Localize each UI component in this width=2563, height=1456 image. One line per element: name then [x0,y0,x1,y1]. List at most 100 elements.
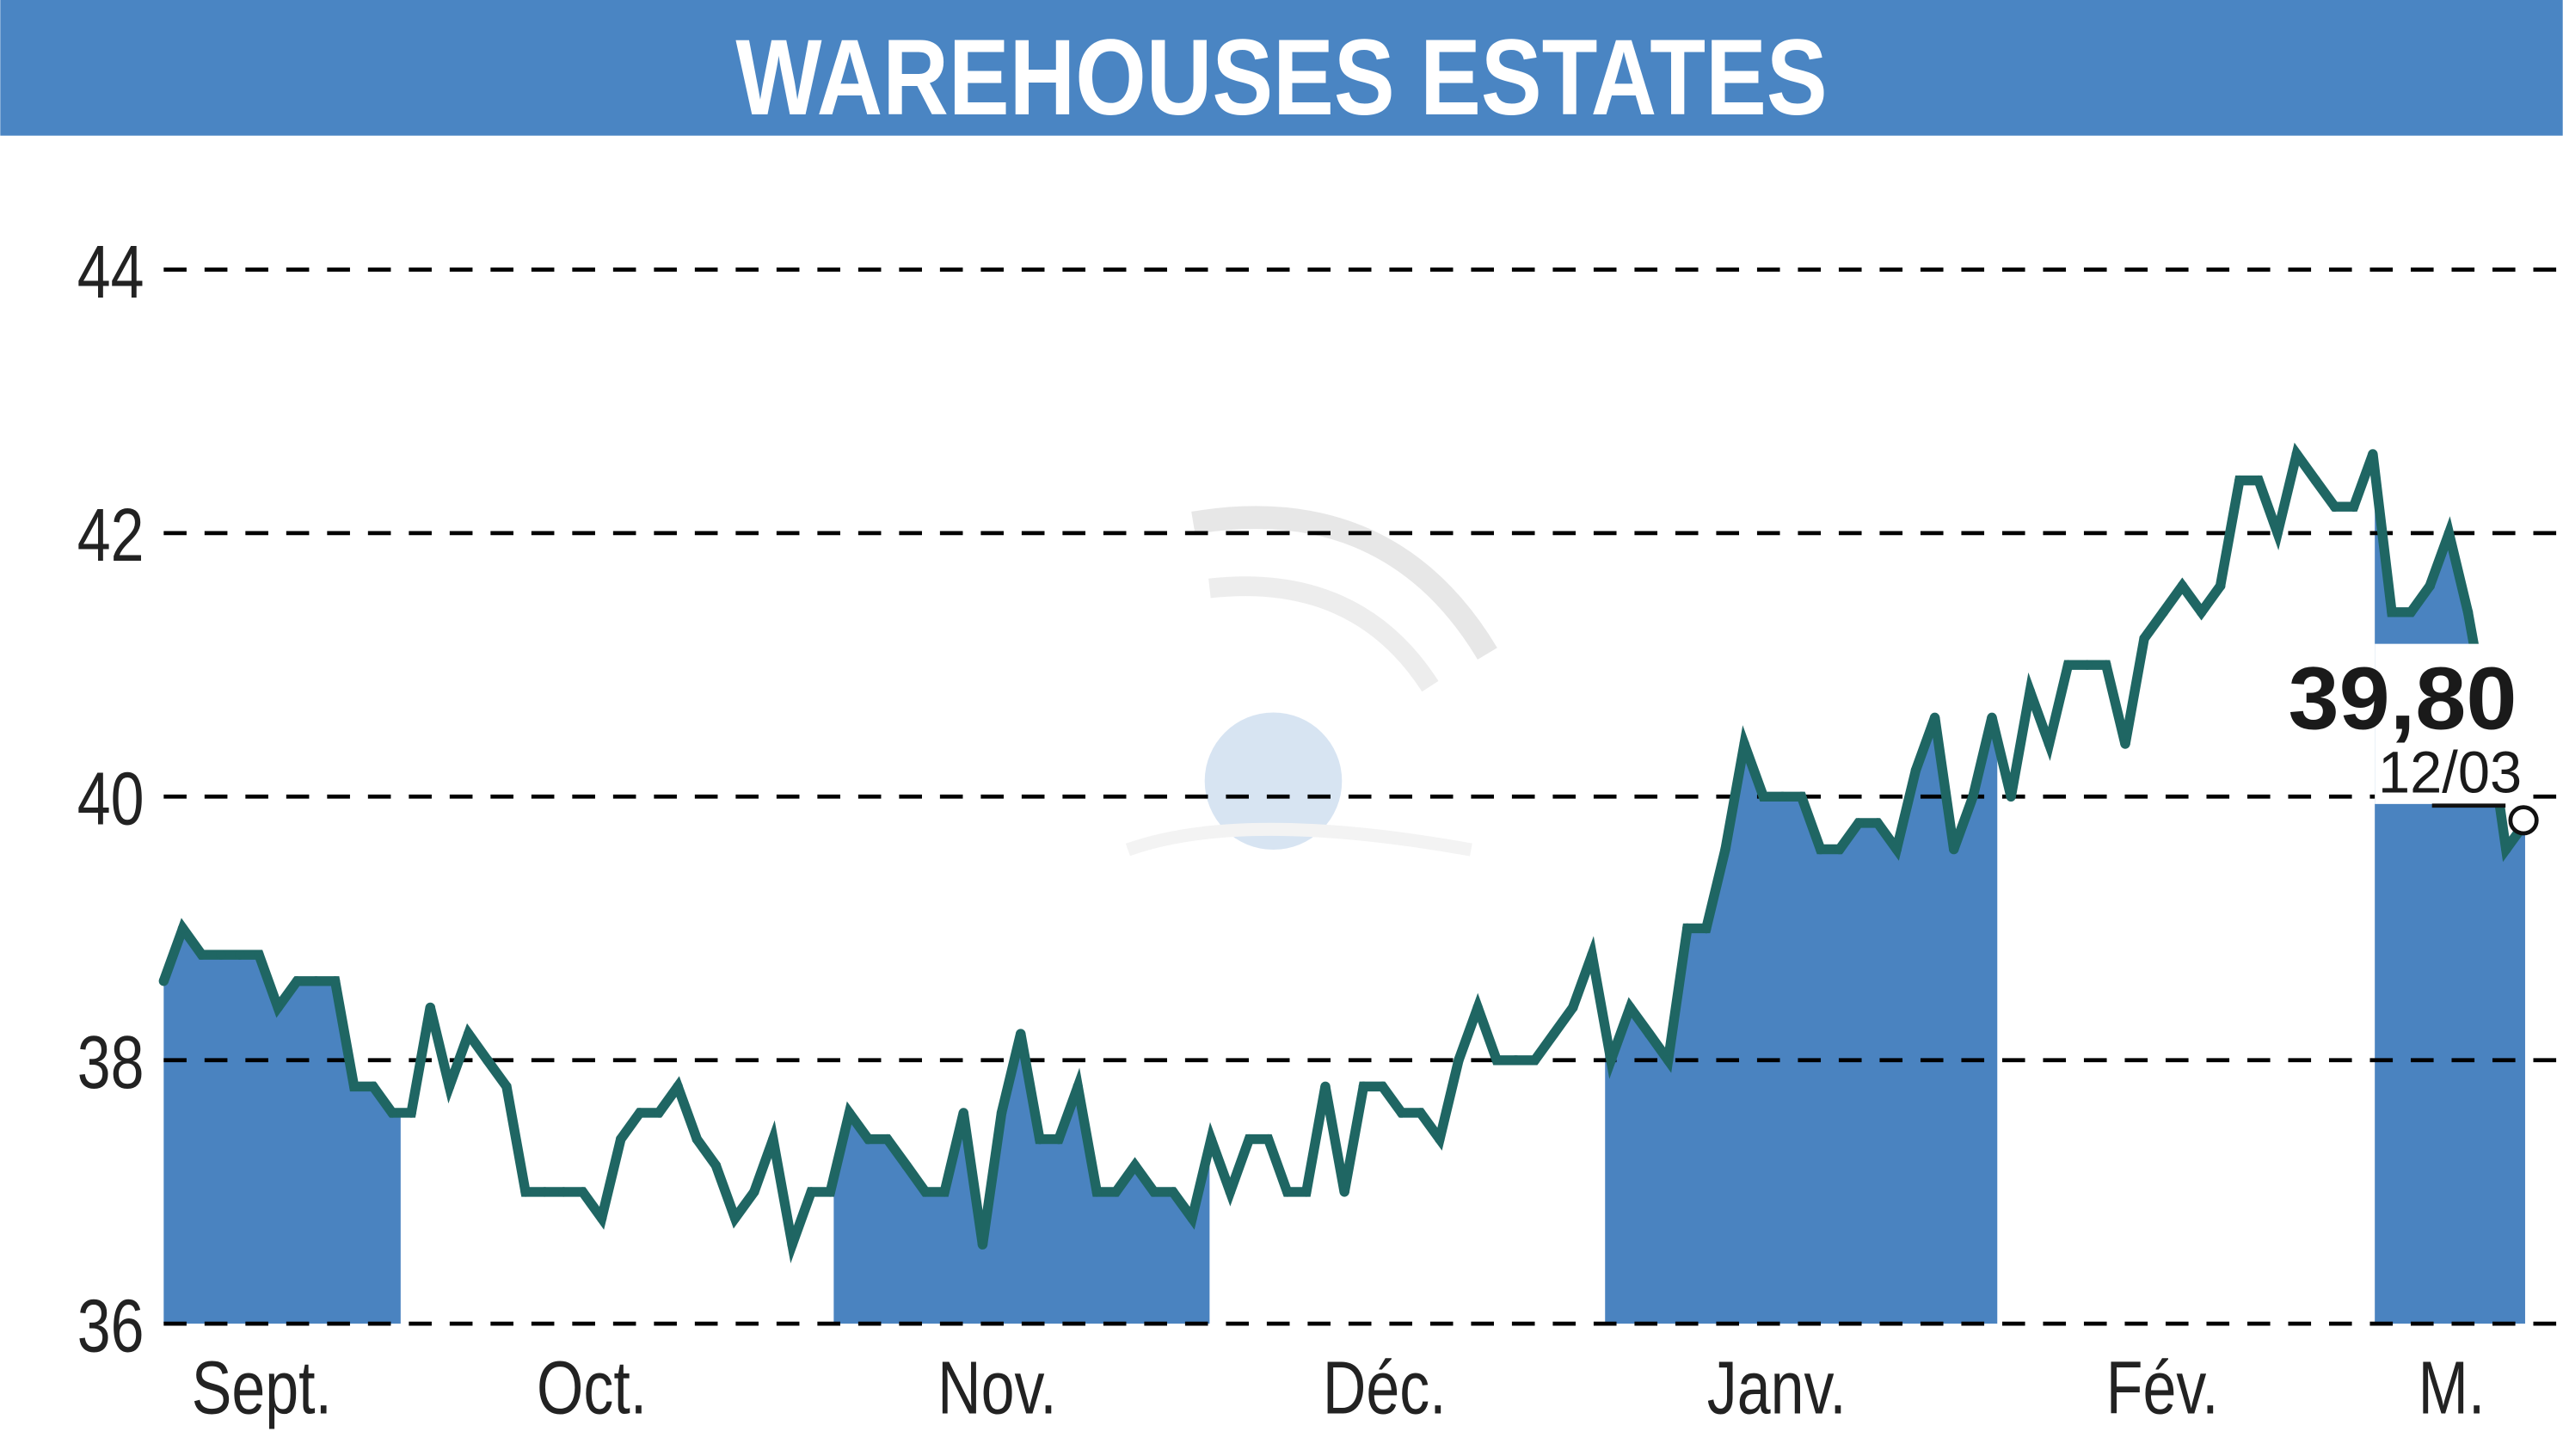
data-point [2082,660,2093,670]
data-point [273,1002,283,1013]
data-point [1377,1081,1388,1092]
data-point [1016,1029,1026,1039]
data-point [329,976,341,986]
data-point [1891,844,1902,855]
data-point [2216,581,2226,591]
data-point [2291,449,2302,459]
data-point [444,1081,455,1092]
data-point [177,923,188,934]
data-point [1054,1133,1064,1145]
y-tick-label: 40 [77,756,144,840]
price-line [158,442,2529,1264]
data-point [1796,791,1807,802]
data-point [1110,1187,1122,1197]
data-point [616,1133,626,1145]
data-point [1853,818,1864,828]
data-point [2253,475,2264,486]
data-point [2425,581,2435,591]
data-point [1816,844,1826,855]
data-point [158,976,169,986]
data-point [2177,581,2188,591]
data-point [2501,844,2511,855]
data-point [482,1054,493,1066]
data-point [1073,1081,1083,1092]
data-point [654,1108,664,1118]
data-point [2368,449,2378,459]
data-point [2310,475,2321,486]
data-point [1491,1054,1502,1066]
data-point [1929,712,1940,723]
data-point [787,1239,797,1250]
chart-title: WAREHOUSES ESTATES [735,16,1827,138]
header-bar [0,0,2563,136]
data-point [1872,818,1883,828]
data-point [2062,660,2074,670]
data-point [1396,1108,1407,1118]
x-tick-label: Oct. [537,1345,647,1429]
data-point [2120,739,2130,749]
data-point [1454,1054,1464,1066]
data-point [1758,791,1768,802]
data-point [1510,1054,1521,1066]
data-point [806,1187,816,1197]
data-point [2101,660,2111,670]
data-point [1244,1133,1255,1145]
data-point [520,1187,531,1197]
data-point [2329,501,2340,512]
data-point [1568,1002,1578,1013]
data-point [2044,739,2055,749]
data-point [1606,1054,1616,1066]
data-point [901,1160,912,1170]
data-point [368,1081,378,1092]
data-point [1663,1054,1674,1066]
data-point [1472,1002,1483,1013]
data-point [1206,1133,1216,1145]
data-point [825,1187,836,1197]
data-point [1682,923,1693,934]
data-point [1835,844,1845,855]
data-point [1549,1029,1559,1039]
data-point [1416,1108,1426,1118]
data-point [844,1108,855,1118]
data-point [2196,607,2207,617]
y-tick-label: 42 [77,493,144,577]
data-point [577,1187,588,1197]
data-point [1625,1002,1635,1013]
x-tick-label: Déc. [1323,1345,1447,1429]
data-point [2272,528,2283,538]
data-point [939,1187,950,1197]
data-point [406,1108,416,1118]
data-point [1263,1133,1274,1145]
data-point [1282,1187,1293,1197]
data-point [1777,791,1788,802]
data-point [1301,1187,1312,1197]
data-point [958,1108,969,1118]
data-point [710,1160,722,1170]
data-point [310,976,322,986]
data-point [1910,765,1921,776]
data-point [1587,949,1597,960]
y-tick-label: 36 [77,1283,144,1367]
data-point [235,949,245,960]
data-point [2387,607,2397,617]
data-point [2158,607,2168,617]
data-point [1225,1187,1235,1197]
data-point [1968,791,1978,802]
value-label-bg [2375,643,2525,804]
data-point [1529,1054,1540,1066]
x-tick-label: Nov. [937,1345,1057,1429]
data-point [1720,844,1730,855]
data-point [996,1108,1007,1118]
data-point [1149,1187,1159,1197]
data-point [1987,712,1997,723]
data-point [863,1133,874,1145]
data-point [425,1002,436,1013]
data-point [1739,739,1749,749]
data-point [768,1133,778,1145]
data-point [635,1108,645,1118]
data-point [596,1213,607,1224]
data-point [2443,528,2455,538]
data-point [1358,1081,1368,1092]
data-point [387,1108,397,1118]
